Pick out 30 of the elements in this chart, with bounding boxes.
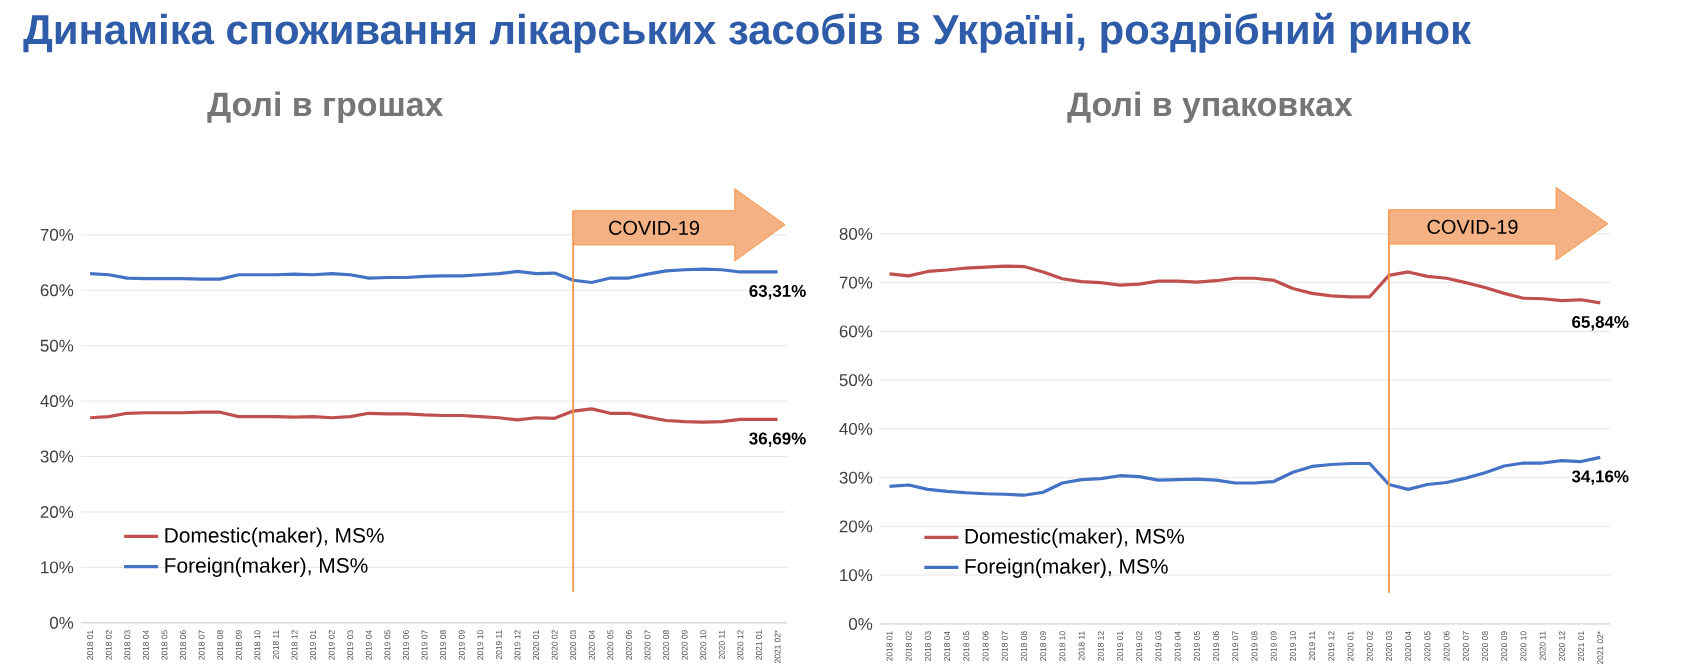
y-tick-label: 40% [40,395,74,408]
y-tick-label: 20% [839,520,873,533]
legend-label: Foreign(maker), MS% [965,558,1168,579]
y-tick-label: 60% [40,284,74,297]
data-label: 36,69% [749,432,806,448]
y-tick-label: 20% [40,506,74,519]
y-tick-label: 50% [40,340,74,353]
chart-subtitle: Долі в грошах [207,91,444,124]
y-tick-label: 10% [41,561,74,574]
chart-subtitle: Долі в упаковках [1067,91,1353,124]
y-tick-label: 70% [40,229,74,242]
chart-title: Динаміка споживання лікарських засобів в Україні, роздрібний ринок [23,13,1472,54]
y-tick-label: 10% [840,569,873,582]
legend-label: Domestic(maker), MS% [965,528,1184,549]
y-tick-label: 70% [839,277,873,290]
data-label: 34,16% [1571,470,1629,486]
y-tick-label: 40% [839,423,873,436]
y-tick-label: 60% [839,325,873,338]
data-label: 63,31% [749,285,806,300]
ref-line-label: COVID-19 [1427,220,1518,235]
y-tick-label: 0% [849,618,873,631]
y-tick-label: 30% [839,472,873,485]
legend-label: Foreign(maker), MS% [165,557,368,578]
ref-line-label: COVID-19 [609,221,700,236]
y-tick-label: 50% [839,374,873,387]
y-tick-label: 30% [40,450,74,463]
y-tick-label: 80% [839,228,873,241]
data-label: 65,84% [1572,316,1629,331]
legend-label: Domestic(maker), MS% [165,527,384,548]
y-tick-label: 0% [49,617,74,630]
